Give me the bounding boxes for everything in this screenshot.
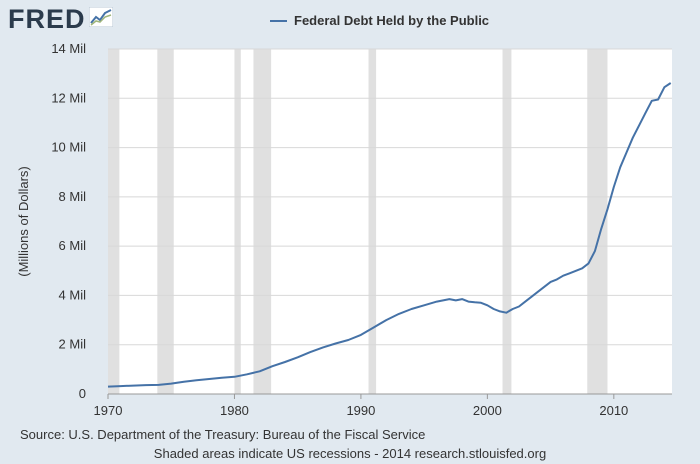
y-tick-label-2: 4 Mil <box>59 287 87 302</box>
x-tick-label-1: 1980 <box>220 403 249 418</box>
legend-label: Federal Debt Held by the Public <box>294 13 490 28</box>
recession-band-6 <box>587 49 608 394</box>
x-axis-ticks: 1970 1980 1990 2000 2010 <box>94 394 628 418</box>
recession-band-2 <box>234 49 241 394</box>
x-tick-label-4: 2010 <box>599 403 628 418</box>
y-tick-label-6: 12 Mil <box>51 90 86 105</box>
y-axis-label: (Millions of Dollars) <box>16 166 31 277</box>
chart-legend[interactable]: Federal Debt Held by the Public <box>270 13 489 28</box>
recession-band-5 <box>502 49 512 394</box>
y-tick-label-0: 0 <box>79 386 86 401</box>
y-axis-ticks: 0 2 Mil 4 Mil 6 Mil 8 Mil 10 Mil 12 Mil 14 Mil <box>51 41 86 401</box>
x-tick-label-3: 2000 <box>473 403 502 418</box>
x-tick-label-0: 1970 <box>94 403 123 418</box>
series-line-federal-debt <box>107 82 672 388</box>
recession-band-0 <box>108 49 120 394</box>
recession-band-1 <box>157 49 174 394</box>
recession-band-3 <box>253 49 272 394</box>
recession-shading <box>108 49 608 394</box>
y-tick-label-5: 10 Mil <box>51 140 86 155</box>
gridlines <box>108 48 672 346</box>
y-tick-label-7: 14 Mil <box>51 41 86 56</box>
y-tick-label-4: 8 Mil <box>59 189 87 204</box>
x-tick-label-2: 1990 <box>346 403 375 418</box>
plot-area <box>108 49 672 394</box>
source-text: Source: U.S. Department of the Treasury:… <box>20 427 426 442</box>
fred-logo-text: FRED <box>8 4 86 34</box>
recession-band-4 <box>368 49 377 394</box>
y-tick-label-1: 2 Mil <box>59 337 87 352</box>
y-tick-label-3: 6 Mil <box>59 238 87 253</box>
legend-swatch <box>270 19 287 22</box>
recession-note: Shaded areas indicate US recessions - 20… <box>153 446 547 461</box>
